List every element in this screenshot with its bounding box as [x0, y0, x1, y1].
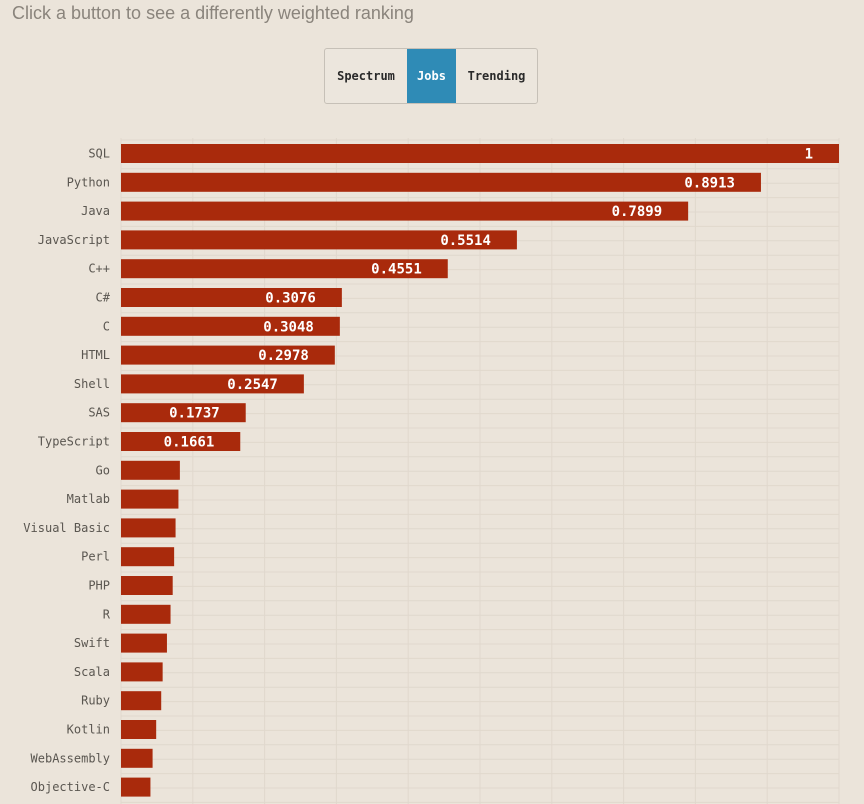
category-label: SAS — [88, 406, 110, 420]
value-label: 0.8913 — [684, 175, 735, 191]
value-label: 0.5514 — [440, 233, 491, 249]
bar[interactable] — [121, 777, 151, 797]
category-label: Ruby — [81, 694, 110, 708]
value-label: 0.2547 — [227, 377, 278, 393]
category-label: Python — [67, 175, 110, 189]
category-label: Shell — [74, 377, 110, 391]
category-label: SQL — [88, 147, 110, 161]
bar[interactable] — [121, 518, 176, 538]
value-label: 1 — [805, 147, 813, 163]
category-label: HTML — [81, 348, 110, 362]
chart-subtitle: Click a button to see a differently weig… — [12, 3, 414, 23]
value-label: 0.7899 — [612, 204, 663, 220]
bar[interactable] — [121, 230, 517, 250]
category-label: Kotlin — [67, 723, 110, 737]
category-label: Java — [81, 204, 110, 218]
bar[interactable] — [121, 316, 340, 336]
bar[interactable] — [121, 604, 171, 624]
bar[interactable] — [121, 576, 173, 595]
value-label: 0.3076 — [265, 291, 316, 307]
ranking-button-group: Spectrum Jobs Trending — [324, 48, 538, 104]
jobs-button[interactable]: Jobs — [407, 49, 456, 103]
category-label: C++ — [88, 262, 110, 276]
category-label: Scala — [74, 665, 110, 679]
category-label: R — [103, 607, 111, 621]
value-label: 0.3048 — [263, 319, 314, 335]
category-label: Matlab — [67, 492, 110, 506]
bar[interactable] — [121, 547, 175, 567]
bar[interactable] — [121, 144, 839, 163]
category-label: Visual Basic — [23, 521, 110, 535]
category-label: Perl — [81, 550, 110, 564]
category-label: Objective-C — [31, 780, 110, 794]
bar[interactable] — [121, 460, 180, 480]
bar[interactable] — [121, 633, 167, 653]
category-label: TypeScript — [38, 435, 110, 449]
bar[interactable] — [121, 720, 157, 739]
trending-button[interactable]: Trending — [456, 49, 537, 103]
bar[interactable] — [121, 489, 179, 509]
bar[interactable] — [121, 259, 448, 279]
bar[interactable] — [121, 662, 163, 682]
category-label: WebAssembly — [31, 751, 110, 765]
bar[interactable] — [121, 748, 153, 768]
bar[interactable] — [121, 691, 162, 711]
value-label: 0.2978 — [258, 348, 309, 364]
category-label: JavaScript — [38, 233, 110, 247]
bar[interactable] — [121, 432, 241, 451]
category-label: C — [103, 319, 110, 333]
category-label: Go — [96, 463, 110, 477]
value-label: 0.4551 — [371, 262, 422, 278]
bar[interactable] — [121, 288, 342, 307]
value-label: 0.1737 — [169, 406, 220, 422]
spectrum-button[interactable]: Spectrum — [325, 49, 407, 103]
bar[interactable] — [121, 403, 246, 423]
bar[interactable] — [121, 201, 689, 221]
category-label: Swift — [74, 636, 110, 650]
bar[interactable] — [121, 345, 335, 365]
bar[interactable] — [121, 172, 761, 192]
category-label: PHP — [88, 579, 110, 593]
value-label: 0.1661 — [164, 435, 215, 451]
bar[interactable] — [121, 374, 304, 394]
chart-grid — [120, 138, 840, 804]
category-label: C# — [96, 291, 111, 305]
